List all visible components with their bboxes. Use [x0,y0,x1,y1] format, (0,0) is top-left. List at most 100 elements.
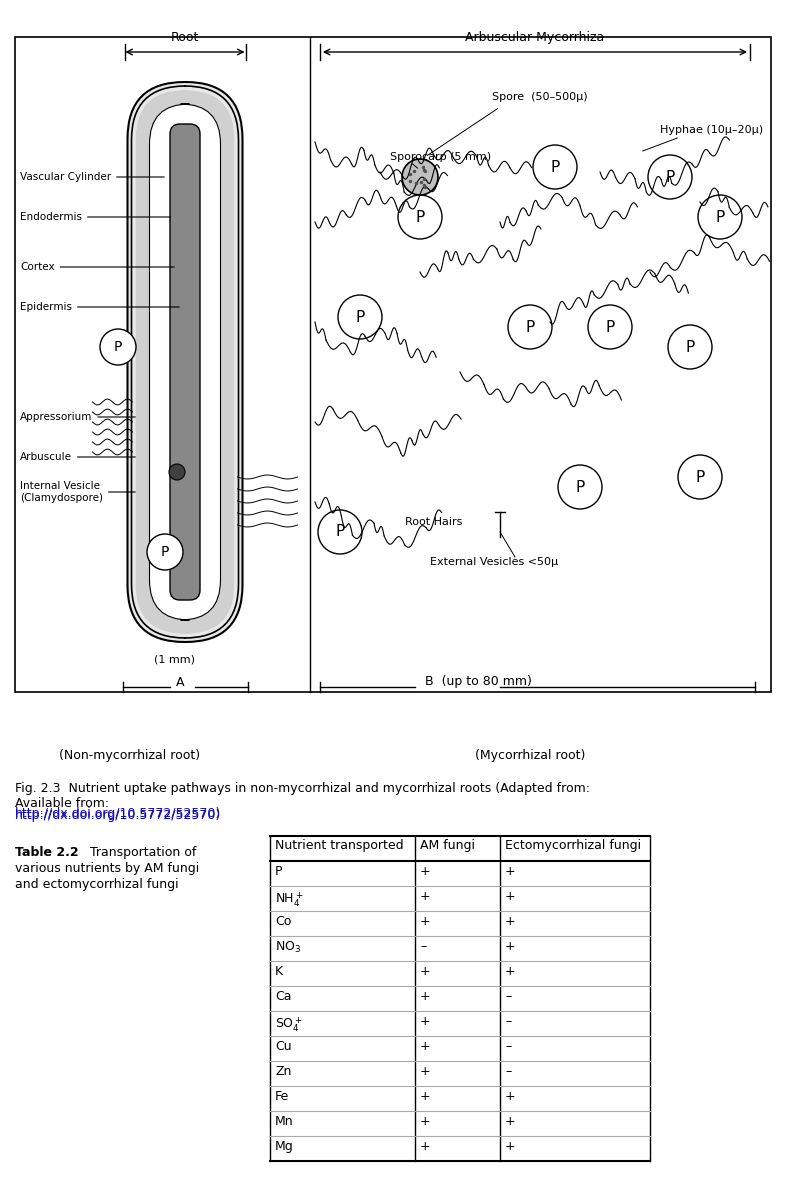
Text: +: + [505,1115,516,1128]
Text: +: + [420,914,431,928]
Circle shape [147,534,183,570]
FancyBboxPatch shape [135,90,234,634]
Text: P: P [715,210,725,224]
Text: A: A [176,676,184,689]
Text: P: P [161,545,169,559]
FancyBboxPatch shape [15,37,771,692]
Text: –: – [420,940,426,953]
Text: Co: Co [275,914,292,928]
Text: +: + [505,1090,516,1103]
Text: –: – [505,990,511,1003]
FancyBboxPatch shape [149,104,221,620]
Text: +: + [420,1040,431,1054]
Text: P: P [575,480,585,494]
Text: Endodermis: Endodermis [20,212,171,222]
Circle shape [100,329,136,365]
Text: B  (up to 80 mm): B (up to 80 mm) [425,676,532,689]
Text: Root Hairs: Root Hairs [405,517,462,527]
FancyBboxPatch shape [170,122,200,602]
Text: Sporocarp (5 mm): Sporocarp (5 mm) [390,152,491,162]
Text: Vascular Cylinder: Vascular Cylinder [20,172,164,182]
Text: Fig. 2.3  Nutrient uptake pathways in non-mycorrhizal and mycorrhizal roots (Ada: Fig. 2.3 Nutrient uptake pathways in non… [15,782,590,810]
Text: P: P [666,169,674,185]
FancyBboxPatch shape [170,124,200,600]
Text: P: P [550,160,560,174]
Text: Root: Root [171,31,199,44]
Text: and ectomycorrhizal fungi: and ectomycorrhizal fungi [15,878,178,890]
Text: External Vesicles <50μ: External Vesicles <50μ [430,557,558,566]
Text: P: P [685,340,695,354]
Text: +: + [420,965,431,978]
Text: Spore  (50–500μ): Spore (50–500μ) [492,92,588,102]
Text: Table 2.2: Table 2.2 [15,846,79,859]
Text: NH$_4^+$: NH$_4^+$ [275,890,303,908]
Circle shape [398,194,442,239]
Text: +: + [420,1140,431,1153]
Text: +: + [420,865,431,878]
Text: Nutrient transported: Nutrient transported [275,839,404,852]
Text: +: + [505,1140,516,1153]
Text: P: P [605,319,615,335]
Text: Arbuscular Mycorrhiza: Arbuscular Mycorrhiza [465,31,604,44]
FancyBboxPatch shape [135,90,234,634]
Circle shape [169,464,185,480]
Text: –: – [505,1015,511,1028]
Text: Mg: Mg [275,1140,294,1153]
Text: (Mycorrhizal root): (Mycorrhizal root) [475,749,586,762]
Circle shape [698,194,742,239]
Text: SO$_4^+$: SO$_4^+$ [275,1015,303,1033]
Text: NO$_3$: NO$_3$ [275,940,301,955]
Text: Zn: Zn [275,1066,292,1078]
Circle shape [402,158,438,194]
Circle shape [508,305,552,349]
Circle shape [338,295,382,338]
Text: P: P [336,524,344,540]
Text: +: + [505,940,516,953]
Text: Fe: Fe [275,1090,289,1103]
Text: various nutrients by AM fungi: various nutrients by AM fungi [15,862,199,875]
Text: Cortex: Cortex [20,262,174,272]
Text: +: + [505,890,516,902]
Circle shape [588,305,632,349]
Text: (Non-mycorrhizal root): (Non-mycorrhizal root) [60,749,200,762]
Text: Ca: Ca [275,990,292,1003]
Text: http://dx.doi.org/10.5772/52570): http://dx.doi.org/10.5772/52570) [15,809,221,822]
Text: Cu: Cu [275,1040,292,1054]
Text: +: + [420,1115,431,1128]
Text: +: + [505,965,516,978]
Text: Mn: Mn [275,1115,294,1128]
Text: +: + [420,1090,431,1103]
Text: K: K [275,965,283,978]
Circle shape [678,455,722,499]
Text: +: + [420,890,431,902]
Circle shape [668,325,712,370]
Text: AM fungi: AM fungi [420,839,475,852]
Text: P: P [415,210,424,224]
Text: P: P [114,340,122,354]
Text: +: + [505,865,516,878]
Text: +: + [420,1015,431,1028]
Text: Arbuscule: Arbuscule [20,452,135,462]
Text: +: + [505,914,516,928]
FancyBboxPatch shape [148,102,222,622]
Text: Epidermis: Epidermis [20,302,179,312]
Text: Transportation of: Transportation of [82,846,196,859]
Circle shape [558,464,602,509]
Text: –: – [505,1040,511,1054]
Text: Appressorium: Appressorium [20,412,135,422]
Text: P: P [696,469,704,485]
Text: (1 mm): (1 mm) [155,655,196,665]
Text: Ectomycorrhizal fungi: Ectomycorrhizal fungi [505,839,641,852]
Text: P: P [275,865,282,878]
Text: +: + [420,1066,431,1078]
Circle shape [648,155,692,199]
Text: http://dx.doi.org/10.5772/52570): http://dx.doi.org/10.5772/52570) [15,806,221,820]
Circle shape [533,145,577,188]
Circle shape [318,510,362,554]
Text: –: – [505,1066,511,1078]
Text: Internal Vesicle
(Clamydospore): Internal Vesicle (Clamydospore) [20,481,135,503]
FancyBboxPatch shape [127,82,243,642]
Text: +: + [420,990,431,1003]
Text: Hyphae (10μ–20μ): Hyphae (10μ–20μ) [660,125,763,134]
Text: P: P [355,310,365,324]
